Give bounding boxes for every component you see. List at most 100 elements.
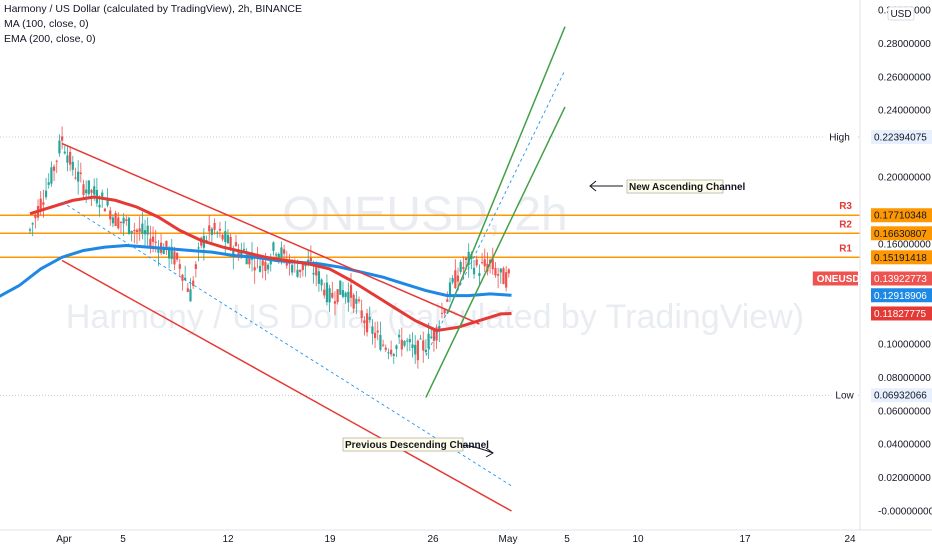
y-tick-label: 0.02000000	[878, 473, 931, 484]
x-tick-label: 10	[632, 534, 644, 545]
candle-body	[451, 278, 454, 283]
candle-body	[181, 274, 184, 281]
price-tag-prefix-box	[812, 271, 858, 286]
candle-body	[371, 326, 374, 334]
candle-body	[376, 330, 379, 333]
candle-body	[454, 270, 457, 289]
candle-body	[360, 310, 363, 319]
candle-body	[325, 282, 329, 303]
candle-body	[122, 217, 125, 224]
candle-body	[50, 167, 53, 184]
candle-body	[101, 192, 104, 197]
candle-body	[210, 228, 213, 235]
x-tick-label: 19	[324, 534, 336, 545]
price-tag-value: 0.22394075	[874, 133, 927, 144]
previous-descending-channel-box	[342, 437, 464, 452]
x-tick-label: 5	[120, 534, 126, 545]
candle-body	[419, 338, 422, 340]
candle-body	[406, 340, 409, 342]
candle-body	[85, 189, 88, 194]
candle-body	[245, 254, 248, 265]
candle-body	[125, 219, 128, 221]
candle-body	[165, 240, 168, 250]
candle-body	[154, 241, 157, 243]
candle-body	[280, 247, 283, 258]
candle-body	[119, 221, 123, 223]
y-tick-label: 0.20000000	[878, 173, 931, 184]
candle-body	[213, 222, 216, 230]
candle-body	[232, 250, 235, 257]
x-tick-label: Apr	[56, 534, 72, 545]
price-tag-box	[871, 306, 932, 321]
candle-body	[459, 262, 462, 272]
candle-body	[242, 248, 246, 251]
candle-body	[229, 236, 232, 248]
resistance-label: R3	[839, 201, 852, 212]
price-tag-box	[871, 388, 932, 403]
candle-body	[253, 267, 256, 271]
candle-body	[221, 234, 224, 240]
candle-body	[384, 347, 387, 350]
candle-body	[432, 329, 436, 341]
candle-body	[365, 313, 369, 333]
candle-body	[422, 340, 425, 351]
candle-body	[505, 272, 508, 288]
candle-body	[143, 230, 147, 235]
candle-body	[135, 229, 139, 233]
currency-badge[interactable]	[887, 6, 915, 21]
candle-body	[261, 260, 264, 266]
candle-body	[82, 184, 85, 195]
price-tag-value: 0.11827775	[874, 309, 927, 320]
candle-body	[79, 172, 82, 174]
candle-body	[98, 204, 101, 208]
price-tag-prefix: ONEUSD	[817, 274, 860, 285]
resistance-label: R1	[839, 243, 852, 254]
y-tick-label: 0.10000000	[878, 340, 931, 351]
candle-body	[168, 248, 171, 259]
candle-body	[266, 264, 270, 270]
candle-body	[42, 202, 45, 205]
candle-body	[283, 249, 286, 254]
candle-body	[87, 180, 90, 195]
candle-body	[373, 332, 377, 339]
candle-body	[502, 268, 505, 285]
candle-body	[248, 253, 251, 265]
price-tag-box	[871, 208, 932, 223]
candle-body	[218, 228, 222, 231]
candle-body	[162, 247, 165, 254]
candle-body	[109, 210, 112, 220]
candle-body	[117, 217, 120, 229]
y-tick-label: -0.00000000	[878, 507, 932, 518]
previous-descending-channel-label: Previous Descending Channel	[345, 440, 489, 451]
candle-body	[408, 339, 411, 343]
candle-body	[347, 291, 350, 303]
candle-body	[491, 258, 494, 270]
candle-body	[146, 225, 149, 235]
candle-body	[63, 151, 66, 154]
ascending-channel-mid	[425, 69, 566, 356]
candle-body	[296, 269, 299, 277]
candle-body	[71, 161, 74, 170]
candle-body	[133, 229, 136, 232]
candle-body	[392, 354, 395, 356]
candle-body	[403, 341, 406, 346]
price-tag-prefix-box	[825, 130, 858, 145]
candle-body	[456, 275, 460, 282]
candle-body	[192, 280, 195, 286]
candle-body	[483, 259, 486, 267]
candle-body	[151, 236, 155, 242]
candle-body	[315, 266, 318, 276]
arrow-right-icon	[462, 444, 494, 458]
candle-body	[258, 265, 262, 272]
candle-body	[478, 272, 481, 277]
candle-body	[304, 264, 307, 267]
candle-body	[480, 262, 484, 264]
candle-body	[430, 336, 433, 338]
price-tag-box	[871, 226, 932, 241]
candle-body	[467, 251, 470, 265]
y-tick-label: 0.04000000	[878, 440, 931, 451]
candle-body	[103, 208, 106, 212]
price-tag-box	[871, 130, 932, 145]
candle-body	[400, 339, 403, 350]
